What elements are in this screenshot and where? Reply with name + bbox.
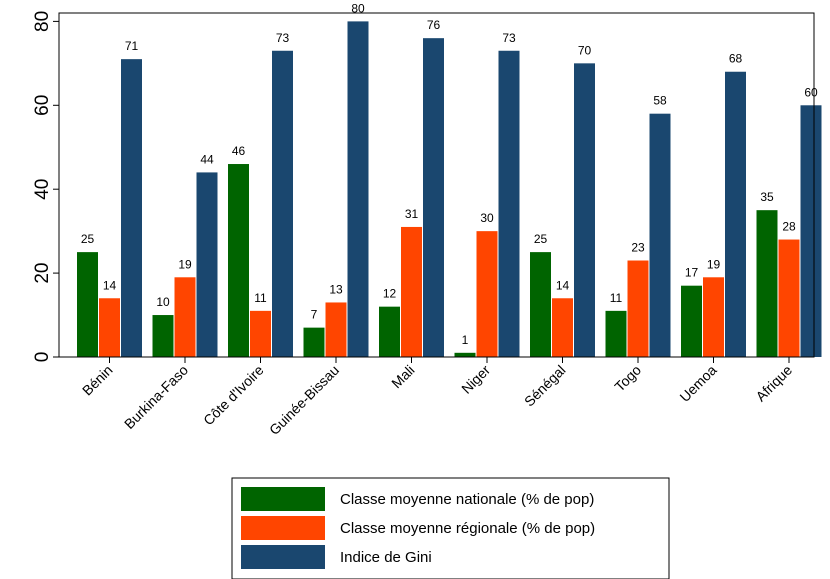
bar [228, 164, 249, 357]
legend-label: Classe moyenne nationale (% de pop) [340, 491, 594, 508]
x-tick-label: Côte d'Ivoire [200, 362, 267, 429]
bar [272, 50, 293, 357]
x-tick-label: Mali [388, 362, 417, 391]
bar [574, 63, 595, 358]
bar [325, 302, 347, 357]
x-tick-label: Togo [611, 362, 644, 395]
x-tick-label: Uemoa [676, 362, 719, 405]
data-label: 25 [81, 232, 95, 246]
bar [681, 285, 702, 357]
data-label: 11 [254, 291, 267, 305]
y-tick-label: 0 [32, 352, 53, 363]
bars [77, 21, 822, 358]
data-label: 12 [383, 287, 397, 301]
data-label: 7 [311, 308, 318, 322]
bar [627, 260, 649, 357]
value-labels: 25 10 46 7 12 1 25 11 17 35 14 19 11 13 31 30 14 23 19 28 71… [81, 1, 818, 346]
data-label: 73 [502, 31, 516, 45]
bar [423, 38, 444, 358]
data-label: 25 [534, 232, 548, 246]
data-label: 73 [276, 31, 290, 45]
x-axis: Bénin Burkina-Faso Côte d'Ivoire Guinée-Bis… [79, 357, 795, 438]
bar [196, 172, 218, 357]
legend-swatch [241, 545, 325, 569]
plot-frame [58, 12, 815, 358]
bar [476, 231, 498, 357]
bar [174, 277, 196, 357]
bar [99, 298, 120, 357]
bar [778, 239, 800, 357]
y-tick-label: 40 [32, 179, 53, 200]
data-label: 35 [760, 190, 774, 204]
bar [605, 310, 627, 357]
data-label: 80 [351, 1, 365, 15]
data-label: 68 [729, 52, 743, 66]
bar [152, 315, 174, 357]
y-tick-label: 60 [32, 95, 53, 116]
bar [552, 298, 573, 357]
bar [703, 277, 724, 357]
legend-swatch [241, 516, 325, 540]
bar [756, 210, 778, 357]
data-label: 1 [462, 333, 469, 347]
data-label: 14 [103, 278, 117, 292]
data-label: 30 [480, 211, 494, 225]
y-tick-label: 80 [32, 11, 53, 32]
bar [379, 306, 400, 357]
data-label: 17 [685, 266, 699, 280]
data-label: 28 [782, 220, 796, 234]
legend-label: Indice de Gini [340, 549, 432, 566]
data-label: 71 [125, 39, 139, 53]
bar [498, 50, 520, 357]
x-tick-label: Guinée-Bissau [266, 362, 342, 438]
data-label: 23 [631, 241, 645, 255]
data-label: 76 [427, 18, 441, 32]
bar [347, 21, 369, 357]
legend-label: Classe moyenne régionale (% de pop) [340, 520, 595, 537]
bar [725, 71, 746, 358]
bar [454, 352, 476, 357]
data-label: 19 [707, 257, 721, 271]
bar [250, 310, 271, 357]
y-tick-label: 20 [32, 263, 53, 284]
data-label: 44 [200, 152, 214, 166]
x-tick-label: Niger [458, 362, 493, 397]
data-label: 58 [653, 94, 667, 108]
bar [649, 113, 671, 358]
data-label: 14 [556, 278, 570, 292]
legend: Classe moyenne nationale (% de pop) Class… [231, 477, 670, 579]
bar [77, 252, 98, 357]
data-label: 10 [156, 295, 170, 309]
data-label: 70 [578, 43, 592, 57]
data-label: 11 [610, 291, 623, 305]
bar [401, 226, 422, 357]
data-label: 46 [232, 144, 246, 158]
x-tick-label: Sénégal [521, 362, 569, 410]
bar [121, 59, 142, 358]
y-axis: 0 20 40 60 80 [32, 11, 59, 362]
data-label: 13 [329, 282, 343, 296]
x-tick-label: Afrique [752, 362, 795, 405]
x-tick-label: Bénin [79, 362, 116, 399]
bar [303, 327, 325, 357]
x-tick-label: Burkina-Faso [121, 362, 191, 432]
data-label: 60 [804, 85, 818, 99]
data-label: 19 [178, 257, 192, 271]
legend-swatch [241, 487, 325, 511]
bar [530, 252, 551, 357]
data-label: 31 [405, 207, 419, 221]
bar [800, 105, 822, 357]
